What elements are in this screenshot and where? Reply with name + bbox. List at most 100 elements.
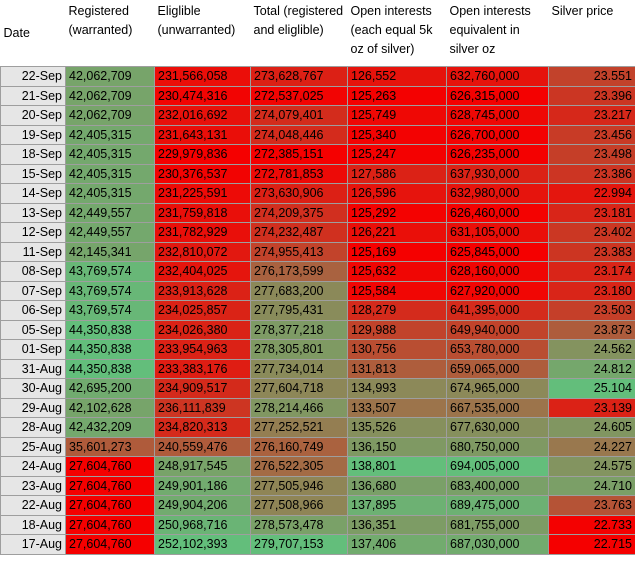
date-cell: 14-Sep — [0, 183, 66, 204]
silver-price-cell: 23.180 — [548, 280, 635, 301]
eligible-cell: 229,979,836 — [154, 144, 251, 165]
header-open-interests-oz: Open interests equivalent in silver oz — [446, 0, 549, 67]
eligible-cell: 233,913,628 — [154, 280, 251, 301]
date-cell: 01-Sep — [0, 339, 66, 360]
date-cell: 20-Sep — [0, 105, 66, 126]
total-cell: 279,707,153 — [250, 534, 348, 555]
open-interests-oz-cell: 632,980,000 — [446, 183, 549, 204]
header-eligible: Eliglible (unwarranted) — [154, 0, 251, 67]
registered-cell: 44,350,838 — [65, 358, 155, 379]
date-cell: 23-Aug — [0, 475, 66, 496]
total-cell: 277,505,946 — [250, 475, 348, 496]
open-interests-cell: 126,221 — [347, 222, 447, 243]
eligible-cell: 231,782,929 — [154, 222, 251, 243]
total-cell: 274,079,401 — [250, 105, 348, 126]
open-interests-oz-cell: 632,760,000 — [446, 66, 549, 87]
registered-cell: 44,350,838 — [65, 319, 155, 340]
table-row: 18-Aug 27,604,760 250,968,716 278,573,478 13… — [0, 514, 635, 535]
total-cell: 273,628,767 — [250, 66, 348, 87]
silver-price-cell: 23.174 — [548, 261, 635, 282]
eligible-cell: 230,376,537 — [154, 163, 251, 184]
silver-price-cell: 23.551 — [548, 66, 635, 87]
header-total: Total (registered and eliglible) — [250, 0, 348, 67]
eligible-cell: 234,820,313 — [154, 417, 251, 438]
open-interests-cell: 127,586 — [347, 163, 447, 184]
open-interests-oz-cell: 667,535,000 — [446, 397, 549, 418]
date-cell: 24-Aug — [0, 456, 66, 477]
table-row: 05-Sep 44,350,838 234,026,380 278,377,218 12… — [0, 319, 635, 340]
table-row: 19-Sep 42,405,315 231,643,131 274,048,446 12… — [0, 124, 635, 145]
registered-cell: 43,769,574 — [65, 261, 155, 282]
eligible-cell: 240,559,476 — [154, 436, 251, 457]
open-interests-oz-cell: 653,780,000 — [446, 339, 549, 360]
open-interests-oz-cell: 626,460,000 — [446, 202, 549, 223]
registered-cell: 42,432,209 — [65, 417, 155, 438]
registered-cell: 27,604,760 — [65, 475, 155, 496]
date-cell: 11-Sep — [0, 241, 66, 262]
open-interests-oz-cell: 626,315,000 — [446, 85, 549, 106]
open-interests-cell: 137,406 — [347, 534, 447, 555]
registered-cell: 27,604,760 — [65, 456, 155, 477]
date-cell: 08-Sep — [0, 261, 66, 282]
total-cell: 274,232,487 — [250, 222, 348, 243]
eligible-cell: 249,904,206 — [154, 495, 251, 516]
silver-price-cell: 23.873 — [548, 319, 635, 340]
table-body: 22-Sep 42,062,709 231,566,058 273,628,767 12… — [0, 66, 635, 555]
table-row: 06-Sep 43,769,574 234,025,857 277,795,431 12… — [0, 300, 635, 321]
date-cell: 22-Sep — [0, 66, 66, 87]
eligible-cell: 252,102,393 — [154, 534, 251, 555]
table-row: 22-Sep 42,062,709 231,566,058 273,628,767 12… — [0, 66, 635, 87]
total-cell: 277,252,521 — [250, 417, 348, 438]
total-cell: 276,522,305 — [250, 456, 348, 477]
open-interests-cell: 134,993 — [347, 378, 447, 399]
registered-cell: 43,769,574 — [65, 280, 155, 301]
total-cell: 276,160,749 — [250, 436, 348, 457]
open-interests-oz-cell: 626,235,000 — [446, 144, 549, 165]
open-interests-cell: 137,895 — [347, 495, 447, 516]
open-interests-cell: 128,279 — [347, 300, 447, 321]
open-interests-cell: 125,169 — [347, 241, 447, 262]
registered-cell: 42,405,315 — [65, 144, 155, 165]
total-cell: 276,173,599 — [250, 261, 348, 282]
table-row: 18-Sep 42,405,315 229,979,836 272,385,151 12… — [0, 144, 635, 165]
silver-price-cell: 23.402 — [548, 222, 635, 243]
table-row: 07-Sep 43,769,574 233,913,628 277,683,200 12… — [0, 280, 635, 301]
silver-price-cell: 23.217 — [548, 105, 635, 126]
eligible-cell: 230,474,316 — [154, 85, 251, 106]
silver-price-cell: 24.710 — [548, 475, 635, 496]
open-interests-cell: 125,340 — [347, 124, 447, 145]
open-interests-oz-cell: 628,160,000 — [446, 261, 549, 282]
silver-price-cell: 24.605 — [548, 417, 635, 438]
table-row: 08-Sep 43,769,574 232,404,025 276,173,599 12… — [0, 261, 635, 282]
open-interests-oz-cell: 627,920,000 — [446, 280, 549, 301]
total-cell: 278,305,801 — [250, 339, 348, 360]
open-interests-oz-cell: 637,930,000 — [446, 163, 549, 184]
open-interests-cell: 130,756 — [347, 339, 447, 360]
open-interests-cell: 125,263 — [347, 85, 447, 106]
open-interests-cell: 135,526 — [347, 417, 447, 438]
eligible-cell: 250,968,716 — [154, 514, 251, 535]
header-row: Date Registered (warranted) Eliglible (u… — [0, 0, 635, 67]
open-interests-oz-cell: 626,700,000 — [446, 124, 549, 145]
silver-price-cell: 22.733 — [548, 514, 635, 535]
total-cell: 278,573,478 — [250, 514, 348, 535]
silver-price-cell: 23.383 — [548, 241, 635, 262]
eligible-cell: 248,917,545 — [154, 456, 251, 477]
open-interests-oz-cell: 641,395,000 — [446, 300, 549, 321]
open-interests-cell: 136,351 — [347, 514, 447, 535]
total-cell: 278,214,466 — [250, 397, 348, 418]
eligible-cell: 232,016,692 — [154, 105, 251, 126]
eligible-cell: 236,111,839 — [154, 397, 251, 418]
date-cell: 28-Aug — [0, 417, 66, 438]
table-row: 23-Aug 27,604,760 249,901,186 277,505,946 13… — [0, 475, 635, 496]
open-interests-oz-cell: 694,005,000 — [446, 456, 549, 477]
silver-price-cell: 24.227 — [548, 436, 635, 457]
open-interests-oz-cell: 683,400,000 — [446, 475, 549, 496]
header-silver-price: Silver price — [548, 0, 635, 67]
registered-cell: 42,062,709 — [65, 105, 155, 126]
open-interests-cell: 131,813 — [347, 358, 447, 379]
eligible-cell: 249,901,186 — [154, 475, 251, 496]
table-row: 20-Sep 42,062,709 232,016,692 274,079,401 12… — [0, 105, 635, 126]
table-row: 28-Aug 42,432,209 234,820,313 277,252,521 13… — [0, 417, 635, 438]
open-interests-oz-cell: 625,845,000 — [446, 241, 549, 262]
